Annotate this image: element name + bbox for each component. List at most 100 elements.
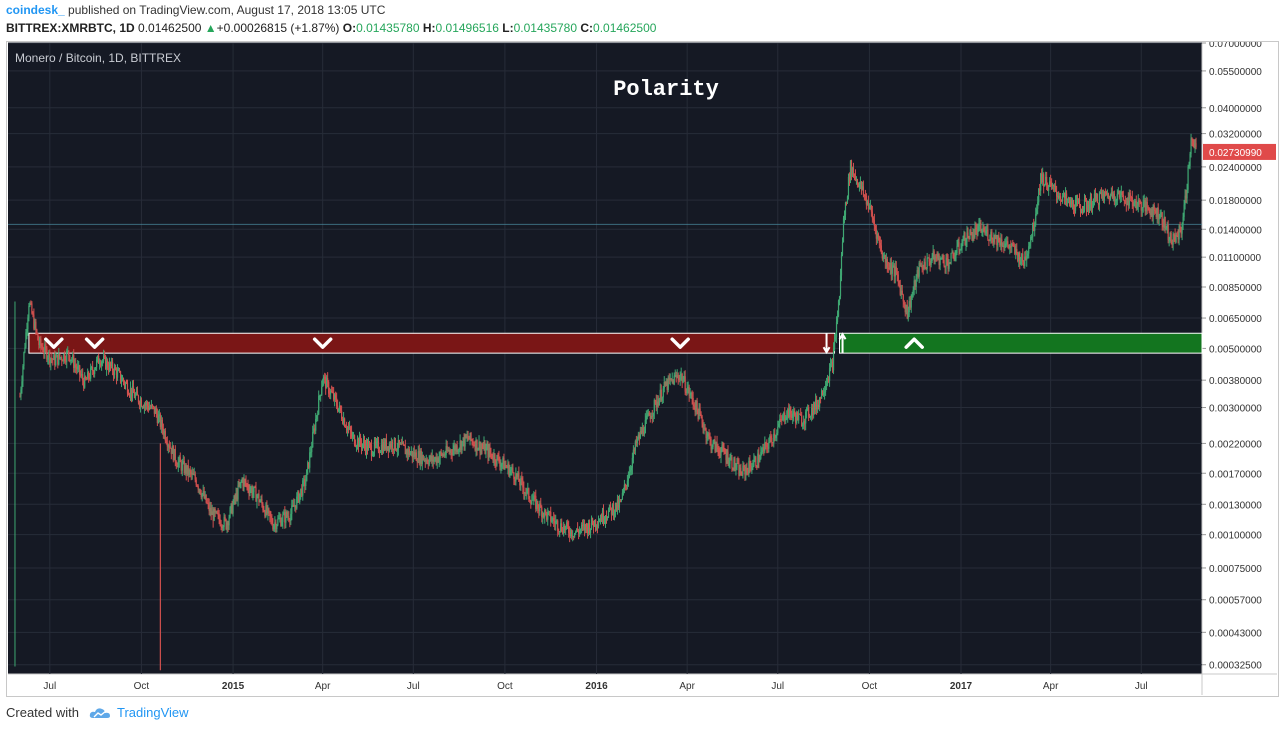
candle-body [1013,245,1015,247]
candle-body [51,358,53,360]
candle-body [1185,195,1187,199]
candle-body [1100,192,1103,195]
candle-body [206,502,208,504]
candle-body [718,449,720,454]
candle-body [1060,199,1063,202]
candle-body [203,491,205,499]
candle-body [929,261,931,265]
candle-body [313,428,315,433]
price-chart[interactable]: 0.07000000 0.05500000 0.04000000 0.03200000… [7,42,1278,696]
candle-body [443,454,445,456]
candle-body [242,479,244,487]
candle-body [527,488,529,490]
candle-body [868,207,870,210]
candle-body [252,492,254,496]
candle-body [121,378,124,382]
candle-body [876,233,878,239]
candle-body [1122,195,1124,200]
candle-body [1151,208,1153,218]
candle-body [999,242,1001,246]
candle-body [365,441,368,453]
candle-body [1054,185,1056,187]
candle-body [964,233,966,245]
candle-body [1041,173,1043,183]
plot-area[interactable] [8,43,1202,674]
candle-body [1053,184,1055,187]
candle-body [278,518,280,520]
candle-body [413,451,415,457]
candle-body [102,356,105,361]
candle-body [824,386,827,392]
candle-body [858,183,861,188]
candle-body [1156,207,1158,217]
y-tick-label: 0.00650000 [1209,314,1262,325]
candle-body [248,489,250,494]
candle-body [184,465,186,473]
candle-body [1020,261,1022,265]
candle-body [943,260,945,267]
candle-body [470,432,472,440]
candle-body [220,525,222,527]
candle-body [162,428,164,435]
candle-body [1176,234,1178,236]
candle-body [540,503,542,508]
candle-body [302,480,304,496]
time-axis[interactable] [8,674,1202,695]
candle-body [1104,192,1107,194]
candle-body [196,485,198,487]
candle-body [1050,181,1052,184]
candle-body [229,507,231,518]
candle-body [1191,138,1193,140]
candle-body [333,392,335,400]
candle-body [472,441,474,445]
candle-body [681,374,683,383]
candle-body [975,227,977,229]
candle-body [1163,216,1165,228]
candle-body [99,363,101,365]
candle-body [164,431,166,441]
publisher-user-link[interactable]: coindesk_ [6,3,65,17]
candle-body [213,509,215,521]
candle-body [833,339,836,349]
candle-body [127,393,130,395]
candle-body [87,372,89,380]
candle-body [589,528,592,533]
candle-body [852,168,855,175]
candle-body [661,397,663,401]
candle-body [191,472,193,475]
candle-body [515,473,517,482]
candle-body [1111,191,1113,199]
candle-body [426,459,428,463]
tradingview-cloud-icon [89,707,110,718]
candle-body [937,253,939,259]
candle-body [273,525,275,530]
candle-body [1168,239,1170,241]
candle-body [1019,252,1021,265]
candle-body [188,469,190,475]
candle-body [917,270,919,277]
candle-body [178,457,180,462]
candle-body [1164,216,1166,229]
candle-body [236,492,238,500]
candle-body [462,437,464,442]
candle-body [753,459,755,466]
y-tick-label: 0.00075000 [1209,564,1262,575]
candle-body [105,360,108,369]
chart-container[interactable]: 0.07000000 0.05500000 0.04000000 0.03200000… [6,41,1279,697]
support-zone[interactable] [839,332,1203,354]
candle-body [438,457,440,463]
candle-body [78,365,80,367]
candle-body [501,463,503,465]
candle-body [809,416,811,418]
candle-body [1186,189,1188,199]
candle-body [299,493,301,502]
candle-body [690,392,692,395]
candle-body [1082,210,1085,213]
tradingview-link[interactable]: TradingView [116,705,189,720]
candle-body [580,524,583,530]
resistance-zone[interactable] [28,332,836,354]
candle-body [71,359,73,361]
candle-body [935,256,937,258]
candle-body [514,479,516,482]
candle-body [1090,196,1093,209]
